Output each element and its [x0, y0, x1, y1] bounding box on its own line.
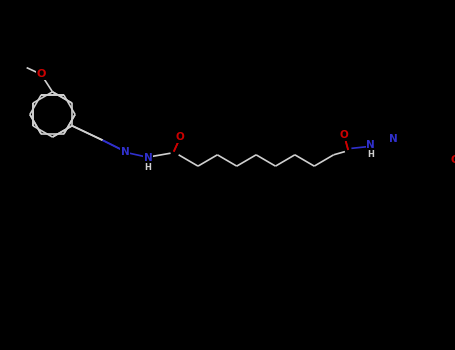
- Text: N: N: [144, 153, 152, 163]
- Text: H: H: [367, 150, 374, 159]
- Text: N: N: [366, 140, 375, 150]
- Text: N: N: [389, 134, 398, 143]
- Text: O: O: [451, 155, 455, 164]
- Text: O: O: [176, 132, 185, 142]
- Text: N: N: [121, 147, 130, 156]
- Text: H: H: [145, 163, 152, 172]
- Text: O: O: [340, 131, 349, 140]
- Text: O: O: [36, 69, 46, 79]
